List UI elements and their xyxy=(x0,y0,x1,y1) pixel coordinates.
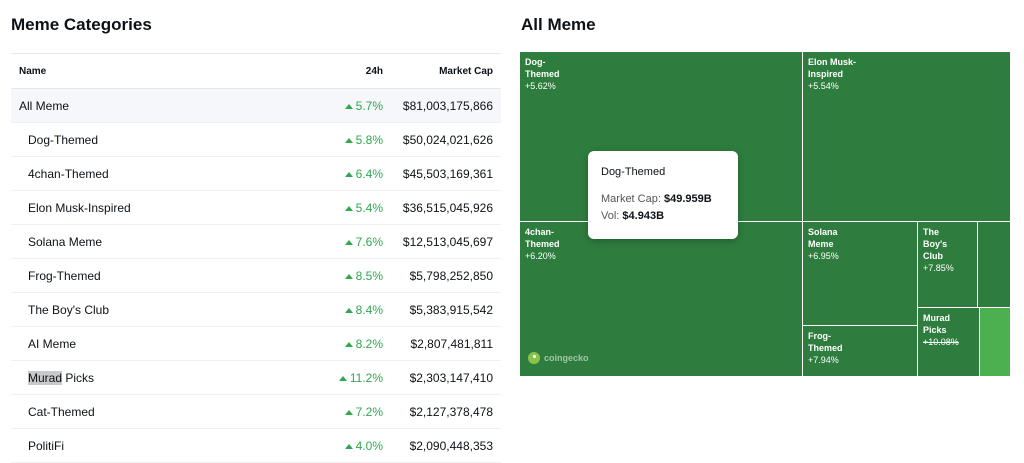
panel-title-all-meme: All Meme xyxy=(521,15,596,34)
up-triangle-icon xyxy=(344,273,353,279)
change-24h: 8.4% xyxy=(355,302,383,317)
table-header: Name 24h Market Cap xyxy=(11,53,501,89)
tile-label: Frog-Themed xyxy=(808,331,843,353)
treemap-tile-frog-themed[interactable]: Frog-Themed +7.94% xyxy=(803,326,918,376)
change-24h: 7.6% xyxy=(355,234,383,249)
change-24h: 11.2% xyxy=(349,370,383,385)
category-name-rest: Picks xyxy=(62,370,95,385)
up-triangle-icon xyxy=(344,103,353,109)
change-24h: 7.2% xyxy=(355,404,383,419)
category-name[interactable]: 4chan-Themed xyxy=(28,166,109,181)
treemap-tile-murad-picks[interactable]: Murad Picks +10.08% xyxy=(918,308,980,376)
meme-categories-table: Name 24h Market Cap All Meme 5.7% $81,00… xyxy=(11,53,501,463)
tile-label: Dog-Themed xyxy=(525,57,560,79)
tile-label: The Boy's Club xyxy=(923,227,948,261)
market-cap: $2,807,481,811 xyxy=(410,336,493,351)
category-name[interactable]: Dog-Themed xyxy=(28,132,99,147)
treemap-tile-bright[interactable] xyxy=(980,308,1010,376)
panel-title-meme-categories: Meme Categories xyxy=(11,15,152,34)
up-triangle-icon xyxy=(344,409,353,415)
category-name[interactable]: Elon Musk-Inspired xyxy=(28,200,131,215)
category-name[interactable]: AI Meme xyxy=(28,336,77,351)
table-row[interactable]: Frog-Themed 8.5% $5,798,252,850 xyxy=(11,259,501,293)
tile-change: +6.20% xyxy=(525,251,556,261)
table-row[interactable]: PolitiFi 4.0% $2,090,448,353 xyxy=(11,429,501,463)
market-cap: $2,303,147,410 xyxy=(409,370,493,385)
category-name[interactable]: Cat-Themed xyxy=(28,404,95,419)
tooltip-market-cap: Market Cap: $49.959B xyxy=(601,193,712,205)
table-row[interactable]: Cat-Themed 7.2% $2,127,378,478 xyxy=(11,395,501,429)
table-row[interactable]: The Boy's Club 8.4% $5,383,915,542 xyxy=(11,293,501,327)
up-triangle-icon xyxy=(338,375,347,381)
tile-label: 4chan-Themed xyxy=(525,227,560,249)
up-triangle-icon xyxy=(344,137,353,143)
up-triangle-icon xyxy=(344,239,353,245)
change-24h: 5.7% xyxy=(355,98,383,113)
watermark-text: coingecko xyxy=(544,353,589,363)
tile-label: Elon Musk-Inspired xyxy=(808,57,857,79)
table-row[interactable]: Elon Musk-Inspired 5.4% $36,515,045,926 xyxy=(11,191,501,225)
market-cap: $36,515,045,926 xyxy=(402,200,493,215)
category-name[interactable]: PolitiFi xyxy=(28,438,65,453)
tile-label: Murad Picks xyxy=(923,313,950,335)
up-triangle-icon xyxy=(344,171,353,177)
selected-text: Murad xyxy=(28,370,63,385)
tooltip-vol-label: Vol: xyxy=(601,210,620,222)
column-header-name[interactable]: Name xyxy=(19,65,47,77)
tooltip-market-cap-label: Market Cap: xyxy=(601,193,661,205)
table-row[interactable]: Solana Meme 7.6% $12,513,045,697 xyxy=(11,225,501,259)
tooltip-volume: Vol: $4.943B xyxy=(601,210,664,222)
change-24h: 5.8% xyxy=(355,132,383,147)
treemap-tile-elon-musk-inspired[interactable]: Elon Musk-Inspired +5.54% xyxy=(803,52,1010,222)
tooltip-vol-value: $4.943B xyxy=(622,210,665,222)
category-name[interactable]: Frog-Themed xyxy=(28,268,101,283)
table-row[interactable]: All Meme 5.7% $81,003,175,866 xyxy=(11,89,501,123)
up-triangle-icon xyxy=(344,443,353,449)
treemap-tile-small[interactable] xyxy=(978,222,1010,308)
up-triangle-icon xyxy=(344,205,353,211)
column-header-24h[interactable]: 24h xyxy=(365,65,383,77)
tile-change: +10.08% xyxy=(923,337,959,347)
up-triangle-icon xyxy=(344,307,353,313)
category-name[interactable]: Murad Picks xyxy=(11,370,303,385)
coingecko-logo: coingecko xyxy=(528,352,589,364)
category-name[interactable]: All Meme xyxy=(19,98,70,113)
table-row[interactable]: Murad Picks 11.2% $2,303,147,410 xyxy=(11,361,501,395)
market-cap: $45,503,169,361 xyxy=(402,166,493,181)
tile-change: +5.62% xyxy=(525,81,556,91)
market-cap: $2,090,448,353 xyxy=(409,438,493,453)
treemap-tooltip: Dog-Themed Market Cap: $49.959B Vol: $4.… xyxy=(588,151,738,239)
table-row[interactable]: Dog-Themed 5.8% $50,024,021,626 xyxy=(11,123,501,157)
tile-change: +6.95% xyxy=(808,251,839,261)
treemap-tile-4chan-themed[interactable]: 4chan-Themed +6.20% xyxy=(520,222,803,376)
tooltip-market-cap-value: $49.959B xyxy=(663,193,712,205)
market-cap: $12,513,045,697 xyxy=(402,234,493,249)
tile-label: Solana Meme xyxy=(808,227,838,249)
category-name[interactable]: The Boy's Club xyxy=(28,302,109,317)
tile-change: +7.94% xyxy=(808,355,839,365)
change-24h: 6.4% xyxy=(355,166,383,181)
treemap-tile-solana-meme[interactable]: Solana Meme +6.95% xyxy=(803,222,918,326)
market-cap: $5,383,915,542 xyxy=(409,302,493,317)
tile-change: +7.85% xyxy=(923,263,954,273)
market-cap: $81,003,175,866 xyxy=(402,98,493,113)
treemap-tile-the-boys-club[interactable]: The Boy's Club +7.85% xyxy=(918,222,978,308)
column-header-market-cap[interactable]: Market Cap xyxy=(439,65,493,77)
change-24h: 8.5% xyxy=(355,268,383,283)
table-row[interactable]: 4chan-Themed 6.4% $45,503,169,361 xyxy=(11,157,501,191)
tile-change: +5.54% xyxy=(808,81,839,91)
change-24h: 5.4% xyxy=(355,200,383,215)
market-cap: $2,127,378,478 xyxy=(409,404,493,419)
gecko-icon xyxy=(528,352,540,364)
tooltip-title: Dog-Themed xyxy=(601,166,666,178)
market-cap: $50,024,021,626 xyxy=(402,132,493,147)
up-triangle-icon xyxy=(344,341,353,347)
market-cap: $5,798,252,850 xyxy=(409,268,493,283)
meme-treemap: Dog-Themed +5.62% Elon Musk-Inspired +5.… xyxy=(520,52,1010,376)
table-row[interactable]: AI Meme 8.2% $2,807,481,811 xyxy=(11,327,501,361)
change-24h: 8.2% xyxy=(355,336,383,351)
change-24h: 4.0% xyxy=(355,438,383,453)
category-name[interactable]: Solana Meme xyxy=(28,234,103,249)
